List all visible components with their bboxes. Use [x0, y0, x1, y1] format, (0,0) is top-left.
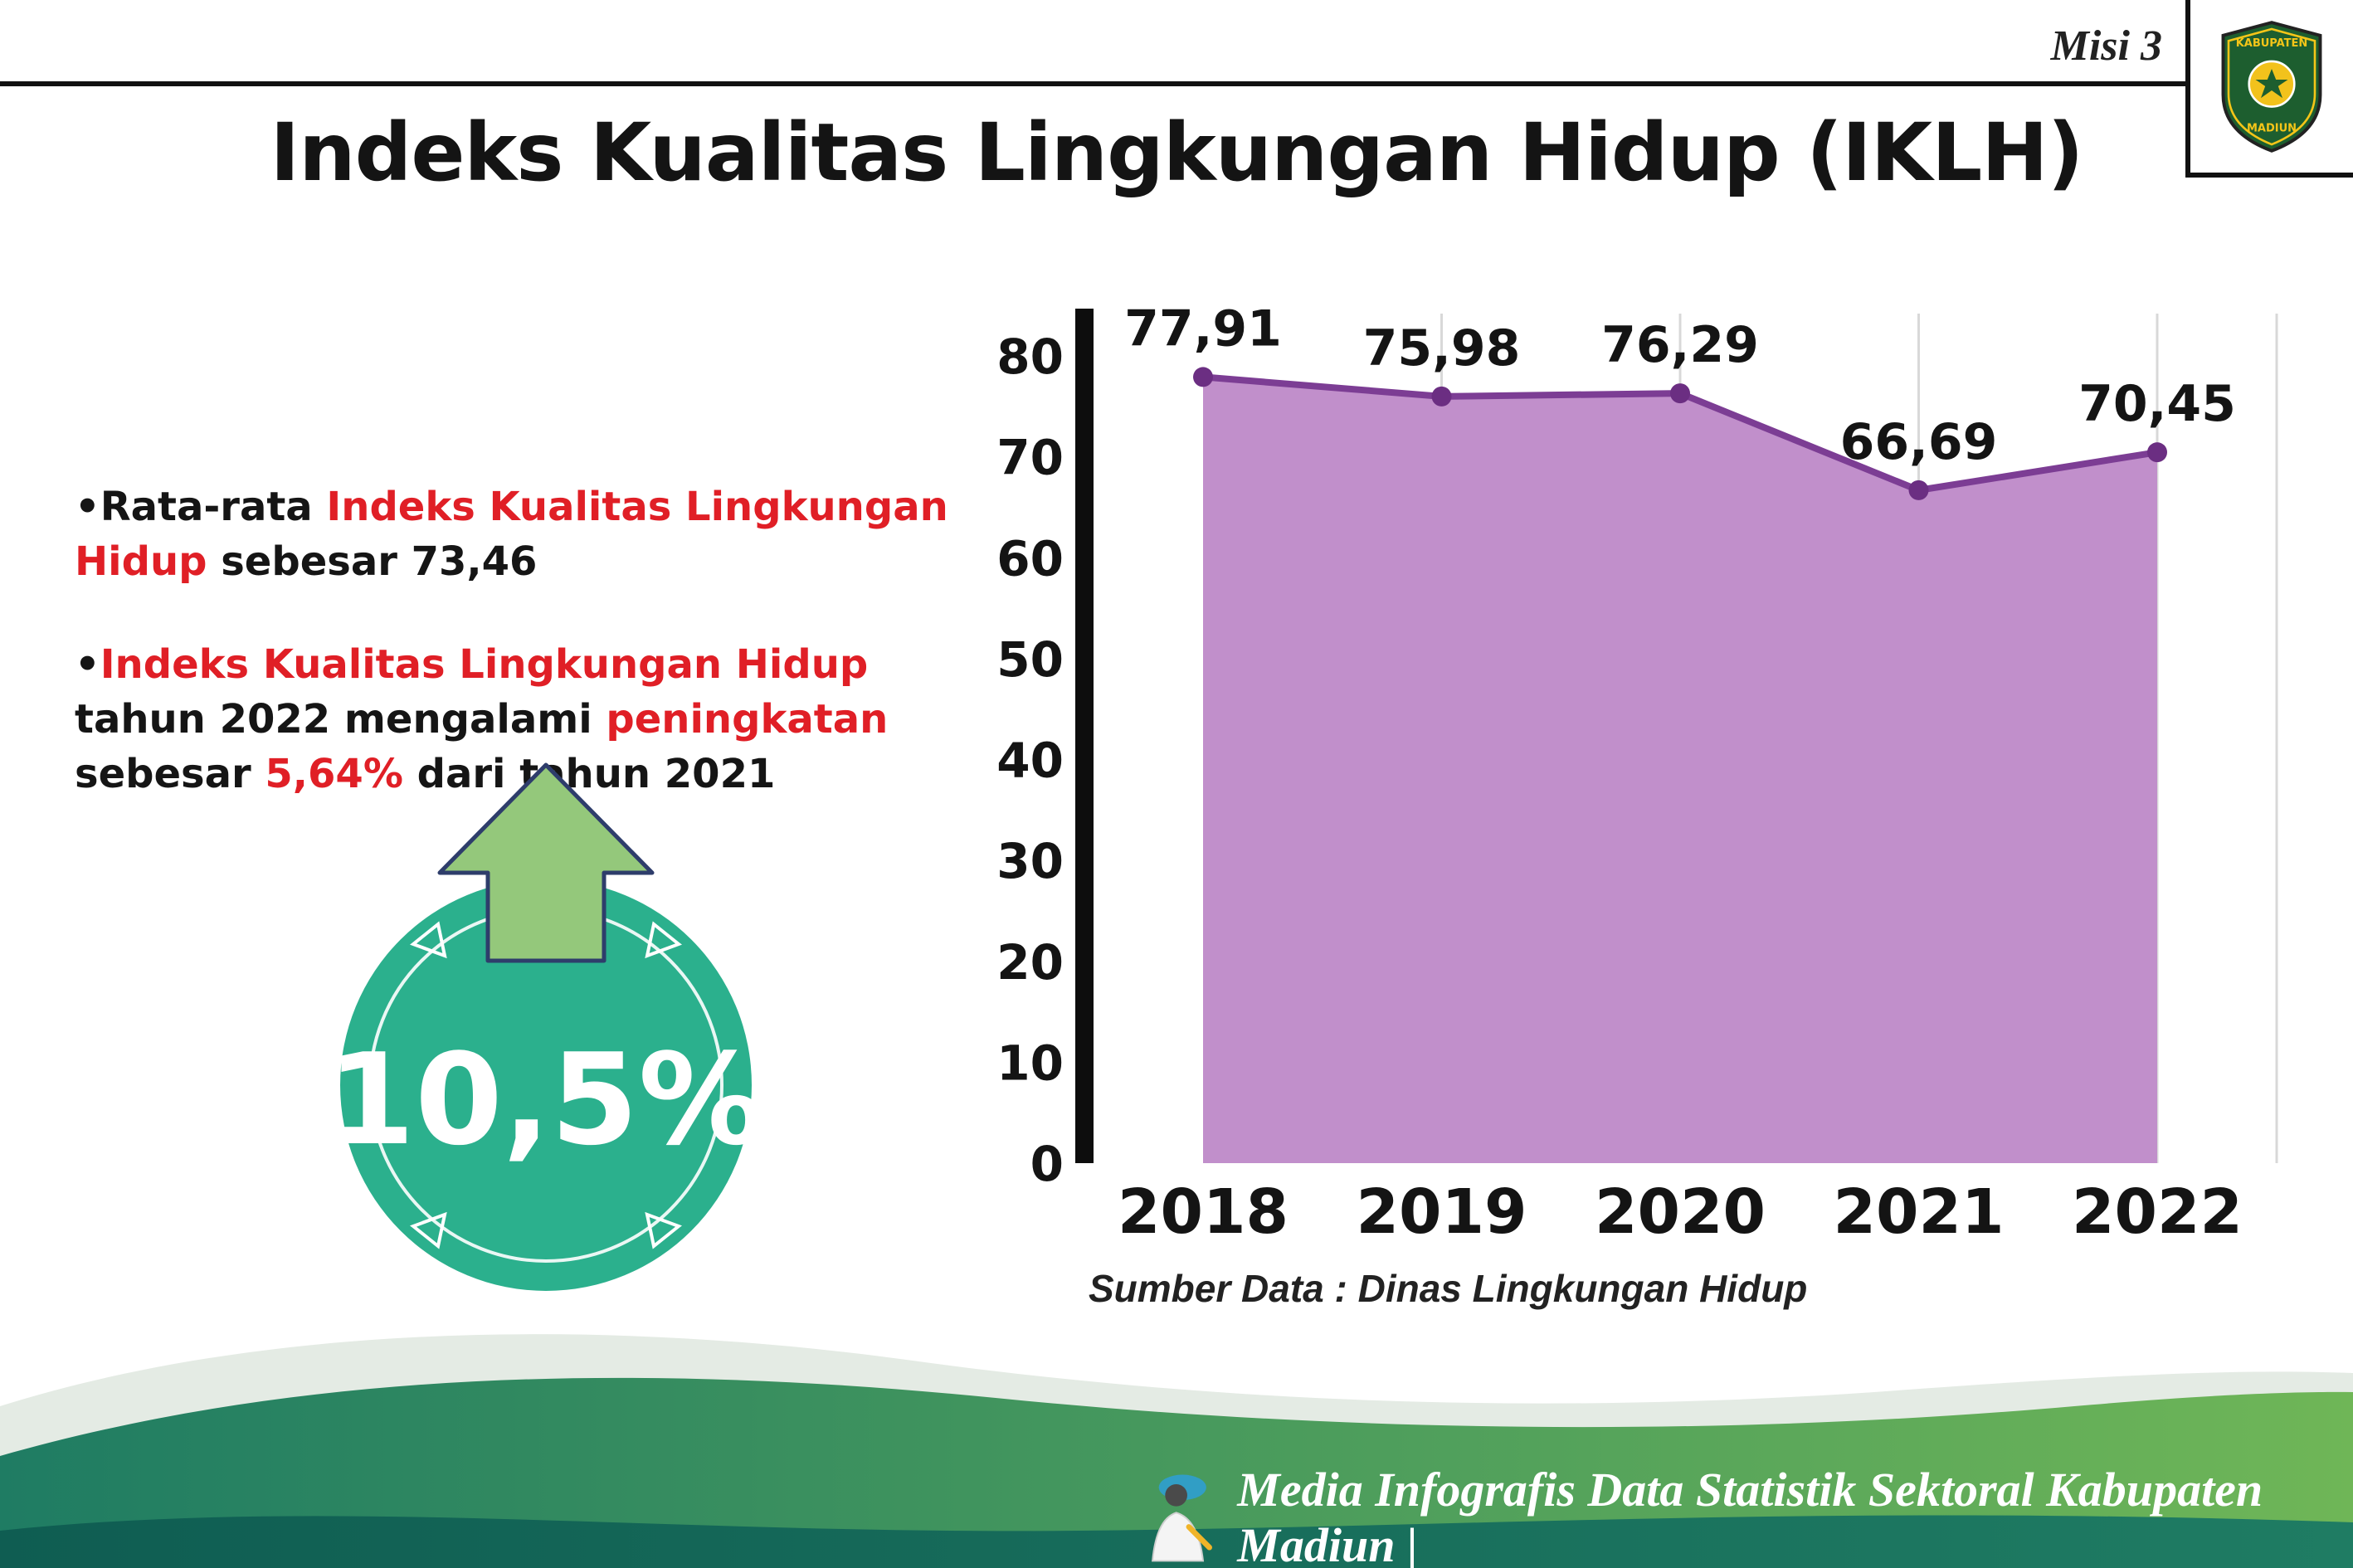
badge-value: 10,5%: [327, 1026, 764, 1173]
chart-data-label: 66,69: [1840, 413, 1998, 471]
chart-area-fill: [1203, 377, 2157, 1163]
footer-wave-decoration: [0, 1334, 2353, 1568]
chart-y-tick-label: 60: [996, 530, 1064, 587]
logo-top-text: KABUPATEN: [2236, 37, 2308, 49]
bullet-1-text: Rata-rata Indeks Kualitas Lingkungan Hid…: [75, 484, 948, 586]
chart-x-tick-label: 2022: [2072, 1176, 2243, 1248]
chart-y-tick-label: 50: [996, 631, 1064, 688]
chart-y-axis: [1075, 309, 1094, 1163]
chart-canvas: 77,91 75,98 76,29 66,69 70,45 0 10 20 30 40 50 60 70…: [996, 299, 2278, 1248]
bullet-average-iklh: •Rata-rata Indeks Kualitas Lingkungan Hi…: [75, 484, 948, 586]
increase-badge: 10,5%: [327, 762, 765, 1291]
iklh-area-chart: 77,91 75,98 76,29 66,69 70,45 0 10 20 30 40 50 60 70…: [996, 297, 2340, 1342]
badge-tick-triangle: [645, 921, 683, 959]
kabupaten-madiun-logo: KABUPATEN MADIUN: [2185, 0, 2353, 178]
chart-source-caption: Sumber Data : Dinas Lingkungan Hidup: [1089, 1267, 1808, 1310]
chart-y-tick-label: 10: [996, 1035, 1064, 1091]
up-arrow-icon: [437, 762, 655, 963]
chart-x-tick-label: 2019: [1357, 1176, 1527, 1248]
chart-y-tick-label: 40: [996, 733, 1064, 789]
chart-point: [1908, 480, 1929, 500]
chart-y-tick-label: 30: [996, 833, 1064, 889]
logo-shield-icon: KABUPATEN MADIUN: [2221, 20, 2322, 153]
chart-data-label: 76,29: [1601, 316, 1759, 374]
logo-bottom-text: MADIUN: [2247, 122, 2297, 134]
header-rule: [0, 81, 2190, 86]
chart-x-tick-label: 2020: [1595, 1176, 1766, 1248]
chart-data-label: 75,98: [1363, 319, 1521, 377]
chart-y-tick-label: 70: [996, 430, 1064, 486]
chart-point: [1431, 386, 1452, 407]
misi-label: Misi 3: [2050, 22, 2162, 70]
badge-tick-triangle: [409, 1211, 447, 1249]
chart-x-tick-label: 2021: [1834, 1176, 2005, 1248]
chart-y-tick-label: 80: [996, 329, 1064, 385]
chart-y-tick-label: 20: [996, 934, 1064, 991]
badge-tick-triangle: [409, 921, 447, 959]
chart-point: [1670, 383, 1690, 404]
badge-circle: [340, 879, 752, 1291]
page-title: Indeks Kualitas Lingkungan Hidup (IKLH): [270, 106, 2084, 199]
bullet-2-text: Indeks Kualitas Lingkungan Hidup tahun 2…: [75, 641, 889, 798]
bullet-increase-iklh: •Indeks Kualitas Lingkungan Hidup tahun …: [75, 641, 889, 798]
chart-x-tick-label: 2018: [1118, 1176, 1289, 1248]
footer-mascot-icon: [1152, 1474, 1212, 1562]
chart-y-tick-label: 0: [1030, 1136, 1064, 1192]
footer-credit-text: Media Infografis Data Statistik Sektoral…: [1237, 1463, 2263, 1568]
badge-tick-triangle: [645, 1211, 683, 1249]
footer-credit: Media Infografis Data Statistik Sektoral…: [1137, 1462, 2353, 1568]
chart-data-label: 70,45: [2078, 375, 2236, 433]
chart-point: [2147, 442, 2167, 463]
chart-point: [1193, 367, 1213, 387]
chart-data-label: 77,91: [1124, 299, 1282, 358]
